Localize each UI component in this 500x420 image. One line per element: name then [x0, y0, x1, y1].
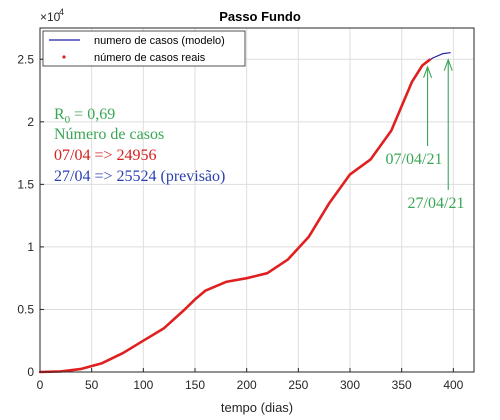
arrow-real-head	[423, 65, 433, 79]
arrow-forecast-head	[443, 58, 453, 71]
svg-text:4: 4	[59, 7, 64, 17]
x-tick-label-0: 0	[37, 378, 44, 392]
y-tick-label-4: 2	[27, 115, 34, 129]
legend-label-real: número de casos reais	[94, 52, 206, 64]
chart-title: Passo Fundo	[219, 9, 301, 24]
x-tick-label-5: 250	[288, 378, 308, 392]
series-model	[39, 52, 451, 373]
y-tick-label-3: 1.5	[17, 177, 34, 191]
x-tick-label-4: 200	[237, 378, 257, 392]
legend: numero de casos (modelo) número de casos…	[42, 30, 246, 67]
svg-text:×10: ×10	[40, 10, 61, 24]
annotation-forecast-cases: 27/04 => 25524 (previsão)	[54, 168, 225, 185]
y-tick-label-2: 1	[27, 240, 34, 254]
y-tick-label-0: 0	[27, 365, 34, 379]
legend-box	[42, 30, 246, 67]
arrow-label-real: 07/04/21	[386, 151, 443, 168]
x-tick-label-1: 50	[85, 378, 99, 392]
x-axis-label: tempo (dias)	[221, 400, 293, 415]
y-exponent: ×10 4	[40, 7, 64, 24]
annotation-real-cases: 07/04 => 24956	[54, 147, 157, 164]
annotation-r0: R0 = 0,69	[54, 106, 115, 126]
legend-marker-real	[62, 55, 66, 59]
x-tick-label-3: 150	[185, 378, 205, 392]
plot-area	[39, 27, 475, 373]
series-real-cases	[38, 58, 431, 374]
annotation-cases-heading: Número de casos	[54, 126, 164, 143]
y-tick-label-1: 0.5	[17, 302, 34, 316]
series-layer	[38, 52, 451, 374]
x-tick-label-2: 100	[133, 378, 153, 392]
legend-label-model: numero de casos (modelo)	[94, 35, 225, 47]
x-tick-label-6: 300	[340, 378, 360, 392]
arrows	[423, 58, 453, 190]
annotations: R0 = 0,69 Número de casos 07/04 => 24956…	[54, 106, 225, 185]
y-tick-label-5: 2.5	[17, 52, 34, 66]
x-tick-label-7: 350	[392, 378, 412, 392]
y-axis: 0 0.5 1 1.5 2 2.5	[17, 52, 44, 379]
x-axis: 0 50 100 150 200 250 300 350 400	[37, 368, 464, 392]
arrow-label-forecast: 27/04/21	[408, 195, 465, 212]
grid	[40, 28, 474, 372]
x-tick-label-8: 400	[443, 378, 463, 392]
